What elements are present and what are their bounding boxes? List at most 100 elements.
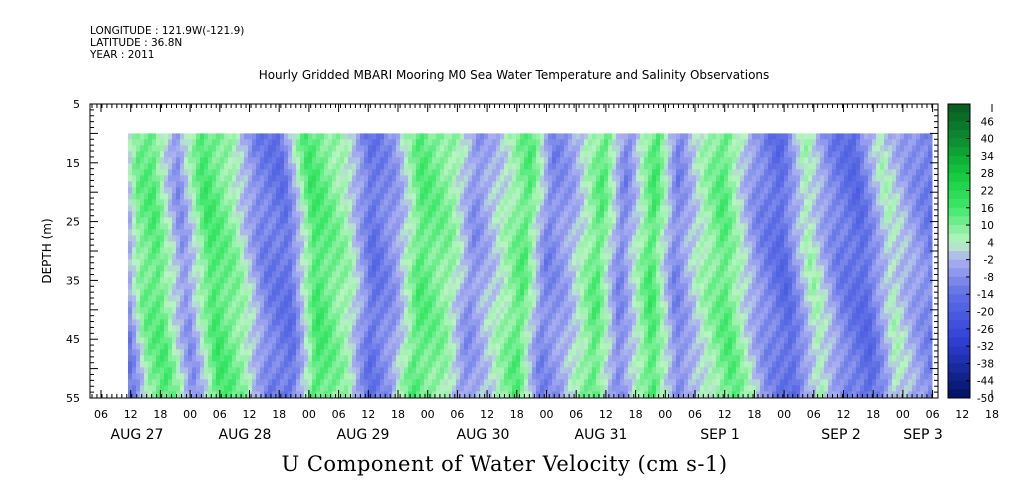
heatmap-cell [468, 391, 473, 398]
heatmap-cell [540, 355, 545, 362]
heatmap-cell [252, 385, 257, 392]
heatmap-cell [416, 133, 421, 140]
heatmap-cell [148, 295, 153, 302]
heatmap-cell [344, 259, 349, 266]
heatmap-cell [460, 355, 465, 362]
heatmap-cell [352, 271, 357, 278]
heatmap-cell [344, 289, 349, 296]
heatmap-cell [408, 307, 413, 314]
heatmap-cell [276, 145, 281, 152]
heatmap-cell [412, 355, 417, 362]
heatmap-cell [376, 355, 381, 362]
heatmap-cell [216, 301, 221, 308]
heatmap-cell [240, 229, 245, 236]
heatmap-cell [496, 259, 501, 266]
heatmap-cell [456, 367, 461, 374]
heatmap-cell [336, 151, 341, 158]
heatmap-cell [516, 217, 521, 224]
heatmap-cell [184, 205, 189, 212]
heatmap-cell [288, 205, 293, 212]
heatmap-cell [320, 145, 325, 152]
heatmap-cell [528, 391, 533, 398]
heatmap-cell [564, 325, 569, 332]
heatmap-cell [288, 301, 293, 308]
heatmap-cell [296, 331, 301, 338]
heatmap-cell [568, 205, 573, 212]
heatmap-cell [256, 283, 261, 290]
heatmap-cell [164, 379, 169, 386]
heatmap-cell [508, 151, 513, 158]
heatmap-cell [508, 325, 513, 332]
heatmap-cell [516, 379, 521, 386]
heatmap-cell [552, 217, 557, 224]
heatmap-cell [456, 307, 461, 314]
heatmap-cell [488, 199, 493, 206]
heatmap-cell [424, 163, 429, 170]
heatmap-cell [176, 187, 181, 194]
heatmap-cell [516, 241, 521, 248]
heatmap-cell [448, 133, 453, 140]
heatmap-cell [404, 187, 409, 194]
heatmap-cell [212, 301, 217, 308]
heatmap-cell [516, 157, 521, 164]
heatmap-cell [368, 139, 373, 146]
heatmap-cell [160, 253, 165, 260]
heatmap-cell [432, 361, 437, 368]
heatmap-cell [516, 139, 521, 146]
heatmap-cell [316, 325, 321, 332]
heatmap-cell [364, 265, 369, 272]
heatmap-cell [316, 169, 321, 176]
heatmap-cell [156, 139, 161, 146]
heatmap-cell [176, 229, 181, 236]
heatmap-cell [488, 385, 493, 392]
heatmap-cell [136, 181, 141, 188]
heatmap-cell [232, 145, 237, 152]
heatmap-cell [248, 259, 253, 266]
heatmap-cell [268, 385, 273, 392]
heatmap-cell [544, 181, 549, 188]
heatmap-cell [196, 139, 201, 146]
heatmap-cell [184, 367, 189, 374]
heatmap-cell [380, 145, 385, 152]
heatmap-cell [200, 283, 205, 290]
heatmap-cell [388, 307, 393, 314]
heatmap-cell [452, 265, 457, 272]
heatmap-cell [412, 301, 417, 308]
heatmap-cell [552, 139, 557, 146]
heatmap-cell [364, 217, 369, 224]
heatmap-cell [452, 271, 457, 278]
heatmap-cell [516, 205, 521, 212]
heatmap-cell [188, 385, 193, 392]
heatmap-cell [364, 277, 369, 284]
heatmap-cell [528, 181, 533, 188]
heatmap-cell [352, 163, 357, 170]
heatmap-cell [240, 241, 245, 248]
heatmap-cell [544, 139, 549, 146]
heatmap-cell [236, 283, 241, 290]
heatmap-cell [392, 367, 397, 374]
heatmap-cell [280, 139, 285, 146]
heatmap-cell [188, 187, 193, 194]
heatmap-cell [304, 349, 309, 356]
heatmap-cell [472, 271, 477, 278]
heatmap-cell [396, 331, 401, 338]
heatmap-cell [160, 325, 165, 332]
heatmap-cell [392, 313, 397, 320]
heatmap-cell [244, 283, 249, 290]
heatmap-cell [372, 199, 377, 206]
heatmap-cell [324, 259, 329, 266]
heatmap-cell [504, 373, 509, 380]
heatmap-cell [340, 289, 345, 296]
heatmap-cell [500, 289, 505, 296]
heatmap-cell [268, 277, 273, 284]
heatmap-cell [356, 391, 361, 398]
heatmap-cell [396, 223, 401, 230]
heatmap-cell [160, 319, 165, 326]
heatmap-cell [288, 367, 293, 374]
heatmap-cell [420, 205, 425, 212]
heatmap-cell [360, 307, 365, 314]
heatmap-cell [352, 295, 357, 302]
heatmap-cell [544, 367, 549, 374]
heatmap-cell [384, 235, 389, 242]
heatmap-cell [404, 355, 409, 362]
